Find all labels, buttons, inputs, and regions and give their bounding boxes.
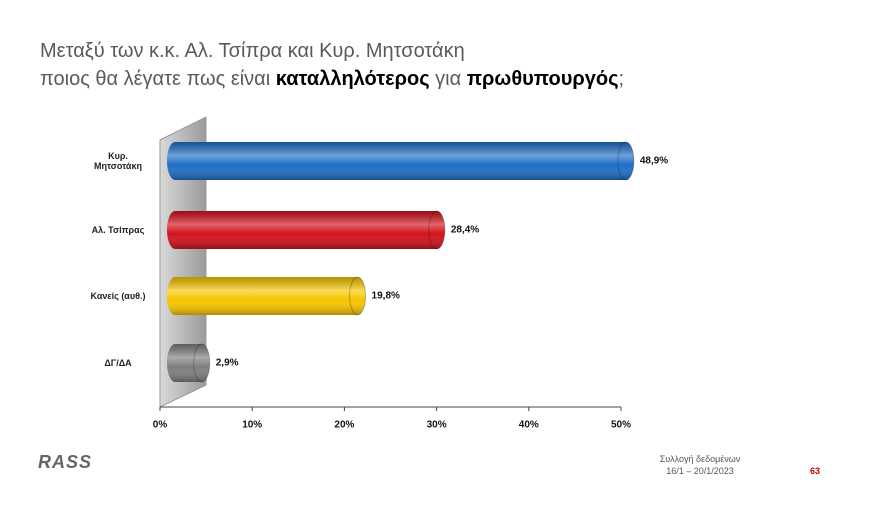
category-label: Κυρ. Μητσοτάκη [94,151,142,171]
value-label: 28,4% [451,225,479,236]
x-tick-label: 40% [519,420,539,431]
value-label: 2,9% [216,358,239,369]
x-tick-label: 0% [153,420,168,431]
collection-label: Συλλογή δεδομένων [659,454,741,464]
bar-shading [167,344,210,382]
title-line: Μεταξύ των κ.κ. Αλ. Τσίπρα και Κυρ. Μητσ… [40,40,465,62]
logo: RASS [38,452,93,472]
bar-cap [428,210,446,250]
x-tick-label: 10% [242,420,262,431]
title-text: ; [618,68,625,90]
bar-shading [167,211,445,249]
value-label: 19,8% [372,291,400,302]
page-number: 63 [810,466,821,476]
category-label: ΔΓ/ΔΑ [104,358,132,368]
title-emphasis: πρωθυπουργός [466,68,619,90]
x-tick-label: 30% [427,420,447,431]
title-text: ποιος θα λέγατε πως είναι [40,68,276,90]
x-tick-label: 50% [611,420,631,431]
bar-shading [167,142,634,180]
bar-shading [167,277,366,315]
x-tick-label: 20% [334,420,354,431]
category-label: Κανείς (αυθ.) [90,291,146,301]
title-line: ποιος θα λέγατε πως είναι καταλληλότερος… [40,68,624,91]
back-wall [159,116,207,408]
value-label: 48,9% [640,156,668,167]
bar-cap [193,343,211,383]
title-emphasis: καταλληλότερος [275,68,430,90]
category-label: Αλ. Τσίπρας [91,225,145,235]
collection-dates: 16/1 – 20/1/2023 [666,466,734,476]
bar-cap [617,141,635,181]
title-text: για [429,68,467,90]
bar-cap [349,276,367,316]
